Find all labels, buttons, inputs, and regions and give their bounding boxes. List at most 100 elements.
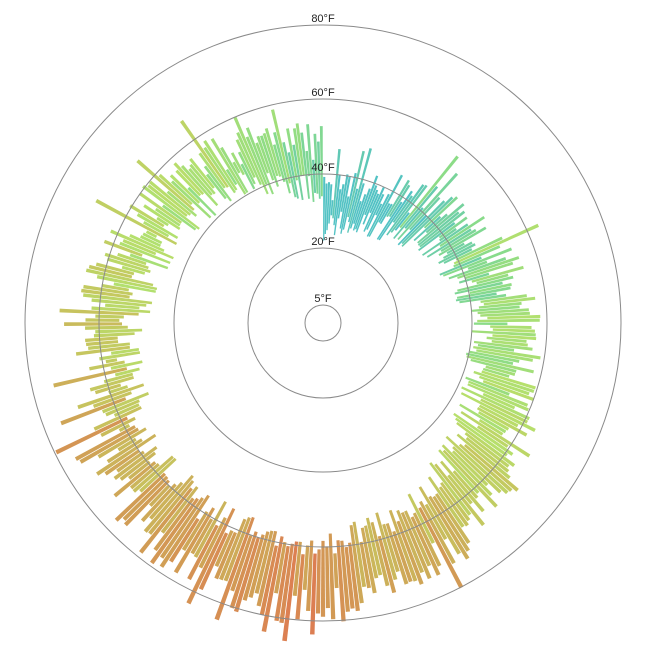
temperature-bar-327 <box>203 165 232 202</box>
temperature-bar-29 <box>378 203 391 223</box>
temperature-bar-21 <box>364 185 378 216</box>
temperature-bar-81 <box>455 292 497 302</box>
temperature-bar-319 <box>187 186 217 216</box>
temperature-bar-324 <box>189 163 216 195</box>
temperature-bar-185 <box>306 540 314 612</box>
temperature-bar-316 <box>158 173 193 206</box>
temperature-bar-252 <box>60 397 127 426</box>
temperature-bar-118 <box>460 392 536 432</box>
temperature-bar-233 <box>113 461 157 498</box>
temperature-bar-274 <box>85 318 120 322</box>
temperature-bar-260 <box>53 367 128 388</box>
temperature-bar-109 <box>473 370 535 394</box>
temperature-bar-272 <box>85 325 128 330</box>
temperature-bar-191 <box>274 545 290 622</box>
temperature-bar-242 <box>97 427 147 459</box>
ring-label-60: 60°F <box>311 87 335 99</box>
temperature-bar-340 <box>236 132 262 186</box>
temperature-bar-163 <box>392 530 413 583</box>
temperature-bar-86 <box>471 305 520 312</box>
temperature-bar-160 <box>396 509 425 574</box>
temperature-bar-96 <box>486 336 527 343</box>
temperature-bar-232 <box>129 463 160 490</box>
temperature-bar-335 <box>232 161 241 174</box>
temperature-bar-162 <box>388 509 418 582</box>
temperature-bar-357 <box>295 123 305 176</box>
temperature-bar-352 <box>282 142 297 198</box>
ring-40 <box>173 173 473 473</box>
temperature-bar-135 <box>452 446 502 494</box>
temperature-bar-132 <box>464 443 519 492</box>
temperature-bar-263 <box>105 358 118 364</box>
temperature-bar-53 <box>418 221 456 252</box>
temperature-bar-143 <box>434 463 485 527</box>
temperature-bar-70 <box>467 260 488 270</box>
temperature-bar-42 <box>397 172 459 241</box>
temperature-bar-222 <box>148 480 195 535</box>
temperature-bar-283 <box>101 283 130 292</box>
temperature-bar-66 <box>453 223 539 265</box>
temperature-bar-12 <box>342 172 357 230</box>
temperature-bar-261 <box>110 360 143 370</box>
temperature-bar-108 <box>481 370 536 390</box>
temperature-bar-32 <box>388 184 411 218</box>
temperature-bar-243 <box>79 427 139 464</box>
temperature-bar-248 <box>93 406 142 431</box>
temperature-bar-351 <box>270 109 291 184</box>
temperature-bar-82 <box>459 293 507 304</box>
temperature-bar-74 <box>458 272 490 284</box>
temperature-bar-25 <box>366 193 385 230</box>
temperature-bar-360 <box>306 124 315 202</box>
temperature-bar-59 <box>440 228 477 252</box>
temperature-bar-63 <box>438 243 476 264</box>
temperature-bar-145 <box>440 481 471 522</box>
temperature-bar-267 <box>88 342 130 351</box>
temperature-bar-305 <box>129 204 165 228</box>
temperature-bar-36 <box>386 184 425 236</box>
temperature-bar-54 <box>438 216 468 239</box>
temperature-bar-165 <box>382 523 400 573</box>
temperature-bar-325 <box>189 157 215 189</box>
temperature-bar-71 <box>448 257 507 280</box>
temperature-bar-255 <box>108 385 129 395</box>
temperature-bar-329 <box>179 119 229 188</box>
temperature-bar-136 <box>452 450 489 487</box>
temperature-bar-318 <box>169 174 201 204</box>
temperature-bar-268 <box>85 340 119 347</box>
temperature-bar-358 <box>300 132 310 199</box>
temperature-bar-48 <box>413 215 442 242</box>
temperature-bar-359 <box>305 150 311 177</box>
temperature-bar-306 <box>156 216 169 227</box>
temperature-bar-291 <box>104 252 149 270</box>
temperature-bar-343 <box>245 127 274 195</box>
temperature-bar-210 <box>187 524 219 581</box>
temperature-bar-299 <box>139 235 162 247</box>
temperature-bar-312 <box>147 184 188 217</box>
temperature-bar-60 <box>438 226 487 256</box>
temperature-bar-56 <box>422 223 469 256</box>
temperature-bar-311 <box>142 185 200 230</box>
temperature-bar-295 <box>119 241 171 265</box>
temperature-bar-189 <box>282 541 299 642</box>
temperature-bar-138 <box>442 449 498 508</box>
temperature-bar-49 <box>425 213 448 234</box>
temperature-bar-97 <box>491 340 528 347</box>
temperature-bar-355 <box>292 144 304 201</box>
temperature-bar-264 <box>99 351 141 361</box>
temperature-bar-2 <box>326 182 331 231</box>
temperature-bar-159 <box>400 511 432 580</box>
temperature-bar-173 <box>352 521 367 588</box>
temperature-bar-361 <box>311 159 317 193</box>
temperature-bar-105 <box>470 358 517 373</box>
temperature-bar-322 <box>180 164 219 207</box>
temperature-bar-353 <box>287 152 299 199</box>
temperature-bar-216 <box>159 494 210 568</box>
temperature-bar-341 <box>233 116 269 195</box>
temperature-bar-205 <box>214 531 237 580</box>
temperature-bar-180 <box>328 533 336 620</box>
temperature-bar-155 <box>407 493 435 544</box>
temperature-bar-55 <box>439 227 457 242</box>
temperature-bar-314 <box>166 190 198 217</box>
temperature-bar-279 <box>91 298 147 307</box>
temperature-bar-34 <box>378 190 413 241</box>
